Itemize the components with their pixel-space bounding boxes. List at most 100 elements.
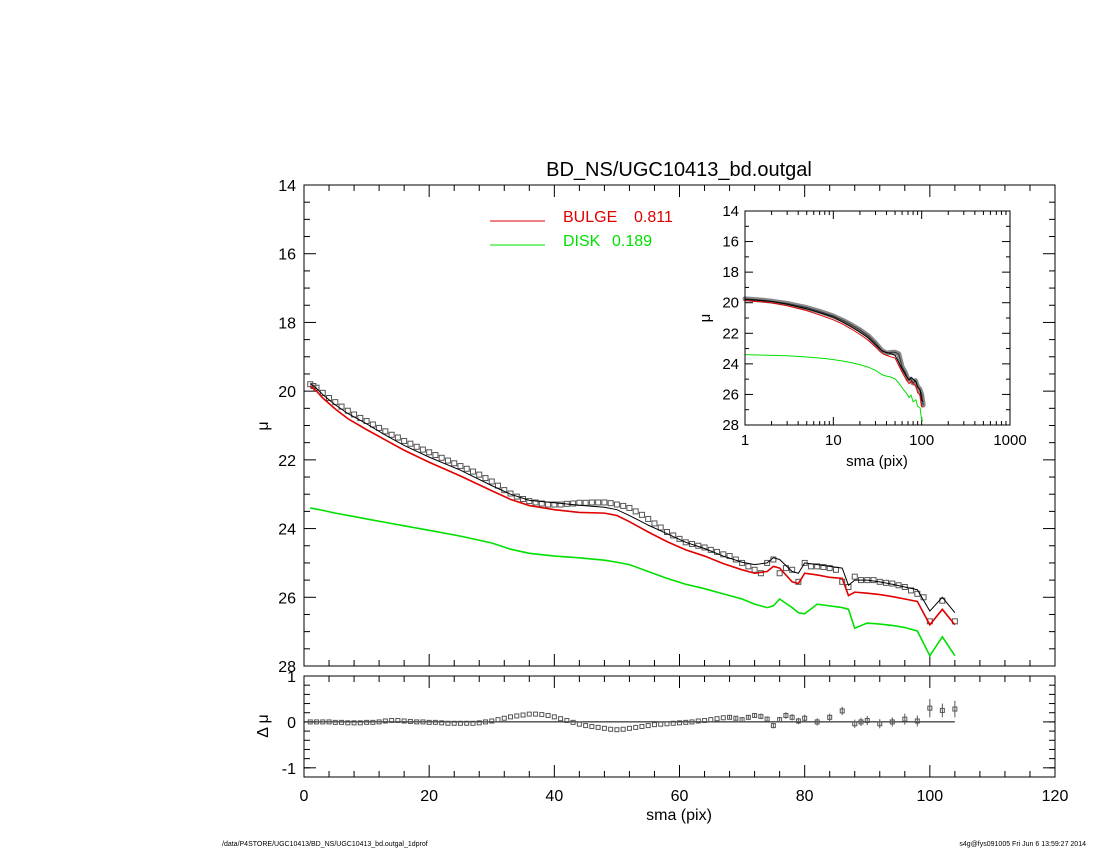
residual-x-axis-label: sma (pix) [646,807,712,824]
residual-point [601,725,607,731]
residual-y-tick-label: 0 [287,715,296,732]
residual-point [376,719,382,725]
residual-point [345,720,351,726]
residual-point [501,715,507,721]
residual-point [839,708,845,714]
residual-x-tick-label: 20 [420,788,438,805]
residual-point [407,718,413,724]
residual-point [714,716,720,722]
main-data-point [394,434,401,441]
inset-y-tick-label: 26 [722,386,739,403]
residual-point [533,711,539,717]
residual-y-tick-label: 1 [287,669,296,686]
residual-point [382,718,388,724]
residual-point [802,715,808,721]
residual-point [658,721,664,727]
residual-point [651,722,657,728]
main-data-point [657,524,664,531]
main-data-point [382,428,389,435]
residual-point [939,707,945,713]
residual-point [420,719,426,725]
main-title: BD_NS/UGC10413_bd.outgal [546,159,812,181]
residual-point [464,720,470,726]
main-data-point [645,515,652,522]
main-data-point [588,499,595,506]
main-data-point [369,421,376,428]
residual-point [902,716,908,722]
main-data-point [814,563,821,570]
main-data-point [626,504,633,511]
residual-point [589,724,595,729]
residual-point [702,718,708,724]
residual-point [401,718,407,724]
residual-point [914,718,920,724]
residual-x-tick-label: 80 [796,788,814,805]
inset-background [745,211,1010,425]
main-data-point [613,501,620,508]
main-total-model-line [309,383,956,614]
main-data-point [476,471,483,478]
residual-x-tick-label: 40 [545,788,563,805]
inset-x-tick-label: 10 [825,432,842,449]
residual-point [827,714,833,720]
inset-disk-line [744,354,924,421]
main-y-tick-label: 20 [278,384,296,401]
main-bulge-line [309,385,956,627]
residual-point [626,725,632,731]
main-data-point [601,499,608,506]
inset-y-tick-label: 14 [722,203,739,220]
main-data-point [401,437,408,444]
main-data-point [676,535,683,542]
inset-y-tick-label: 20 [722,295,739,312]
main-frame [303,184,1056,667]
residual-point [476,720,482,726]
main-y-tick-label: 26 [278,590,296,607]
residual-point [877,721,883,727]
residual-point [633,724,639,730]
residual-point [307,719,313,725]
residual-point [364,719,370,725]
residual-point [351,720,357,726]
residual-x-tick-label: 0 [300,788,309,805]
residual-point [927,705,933,711]
main-data-point [488,478,495,485]
residual-point [470,720,476,726]
residual-point [432,719,438,725]
residual-point [520,712,526,718]
legend-disk-label: DISK [563,233,601,250]
main-series-group [307,381,958,658]
main-data-point [438,454,445,461]
residual-point [752,712,758,718]
main-y-tick-label: 24 [278,522,296,539]
main-data-point [745,563,752,570]
main-data-point [419,446,426,453]
inset-y-tick-label: 22 [722,325,739,342]
inset-axes: 14 16 18 20 22 24 26 281 10 100 1000 [722,203,1026,449]
residual-x-tick-label: 60 [671,788,689,805]
residual-point [495,717,501,723]
main-data-point [826,565,833,572]
residual-y-tick-label: -1 [282,761,296,778]
main-data-point [901,583,908,590]
inset-x-tick-label: 100 [909,432,934,449]
residual-point [683,719,689,725]
residual-point [720,715,726,721]
inset-x-tick-label: 1 [741,432,749,449]
main-data-point [413,443,420,450]
main-data-point [551,501,558,508]
residual-y-axis-label: Δ μ [255,714,272,737]
residual-point [727,714,733,720]
residual-frame [303,675,1056,778]
main-data-point [426,449,433,456]
main-data-point [532,499,539,506]
inset-x-tick-label: 1000 [993,432,1026,449]
residual-point [539,712,545,718]
legend-bulge-value: 0.811 [634,209,673,226]
residual-point [758,713,764,719]
main-data-point [638,511,645,518]
residual-point [576,721,582,727]
main-panel: BD_NS/UGC10413_bd.outgal μ 14 16 18 20 22 24 2… [255,159,1056,676]
inset-series-group [742,296,926,421]
main-y-axis-label: μ [255,421,272,430]
